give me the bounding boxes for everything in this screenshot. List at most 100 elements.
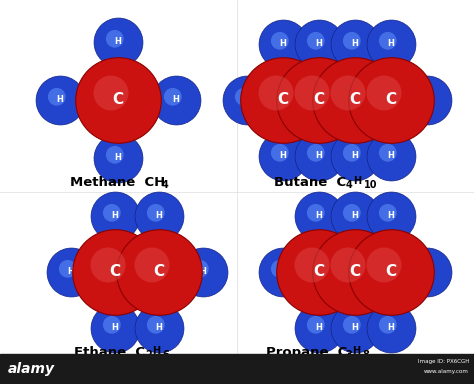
- Point: [315, 325, 323, 331]
- Text: H: H: [316, 323, 322, 333]
- Point: [199, 269, 207, 275]
- Point: [380, 262, 388, 268]
- Point: [114, 97, 122, 103]
- Point: [344, 90, 352, 96]
- Point: [348, 150, 356, 156]
- Text: 6: 6: [162, 350, 169, 360]
- Text: H: H: [388, 323, 394, 333]
- Point: [240, 94, 247, 100]
- Point: [148, 262, 156, 268]
- Point: [111, 152, 118, 158]
- Point: [420, 266, 428, 272]
- Point: [387, 153, 395, 159]
- Text: C: C: [112, 93, 124, 108]
- Text: H: H: [316, 40, 322, 48]
- Point: [384, 322, 392, 328]
- Text: C: C: [349, 93, 361, 108]
- Text: H: H: [388, 152, 394, 161]
- Point: [387, 213, 395, 219]
- Point: [276, 266, 283, 272]
- Text: H: H: [111, 323, 118, 333]
- Text: www.alamy.com: www.alamy.com: [424, 369, 469, 374]
- Point: [312, 322, 319, 328]
- Text: C: C: [385, 93, 397, 108]
- Point: [351, 325, 359, 331]
- Point: [387, 325, 395, 331]
- Point: [53, 94, 61, 100]
- Point: [315, 213, 323, 219]
- Point: [111, 213, 119, 219]
- Point: [387, 269, 395, 275]
- Text: H: H: [388, 212, 394, 220]
- Text: H: H: [280, 40, 286, 48]
- Point: [279, 97, 287, 103]
- Point: [276, 150, 283, 156]
- Text: H: H: [111, 212, 118, 220]
- Point: [420, 94, 428, 100]
- Point: [348, 210, 356, 216]
- Point: [351, 97, 359, 103]
- Text: 2: 2: [145, 350, 152, 360]
- Text: H: H: [352, 212, 358, 220]
- Point: [312, 150, 319, 156]
- Point: [423, 97, 431, 103]
- Point: [279, 41, 287, 47]
- Text: Image ID: PX6CGH: Image ID: PX6CGH: [418, 359, 469, 364]
- Point: [351, 41, 359, 47]
- Text: H: H: [316, 152, 322, 161]
- Point: [279, 153, 287, 159]
- Text: C: C: [385, 265, 397, 280]
- Point: [344, 262, 352, 268]
- Point: [315, 269, 323, 275]
- Point: [169, 94, 177, 100]
- Text: H: H: [353, 176, 361, 186]
- Text: H: H: [352, 323, 358, 333]
- Point: [114, 155, 122, 161]
- Text: 3: 3: [345, 350, 352, 360]
- Text: H: H: [115, 38, 121, 46]
- Point: [272, 90, 280, 96]
- Text: Butane  C: Butane C: [274, 176, 346, 189]
- Text: Ethane  C: Ethane C: [74, 346, 146, 359]
- Point: [172, 97, 180, 103]
- Point: [196, 266, 204, 272]
- Point: [312, 210, 319, 216]
- Point: [152, 210, 160, 216]
- Point: [384, 210, 392, 216]
- Text: H: H: [424, 268, 430, 276]
- Point: [111, 269, 119, 275]
- Text: 4: 4: [346, 180, 353, 190]
- Text: H: H: [173, 96, 180, 104]
- Point: [152, 322, 160, 328]
- Point: [384, 150, 392, 156]
- Text: 8: 8: [362, 350, 369, 360]
- Text: 4: 4: [162, 180, 169, 190]
- Text: 10: 10: [364, 180, 377, 190]
- Text: Propane  C: Propane C: [266, 346, 348, 359]
- Point: [384, 38, 392, 44]
- Point: [155, 213, 163, 219]
- Point: [108, 210, 116, 216]
- Text: C: C: [109, 265, 120, 280]
- Point: [64, 266, 72, 272]
- Point: [111, 325, 119, 331]
- Point: [387, 97, 395, 103]
- Text: C: C: [154, 265, 164, 280]
- Text: H: H: [352, 40, 358, 48]
- Text: H: H: [424, 96, 430, 104]
- Text: H: H: [280, 152, 286, 161]
- Text: H: H: [352, 346, 360, 356]
- Point: [276, 38, 283, 44]
- Text: C: C: [313, 93, 325, 108]
- Point: [107, 90, 115, 96]
- Point: [351, 269, 359, 275]
- Point: [423, 269, 431, 275]
- Point: [279, 269, 287, 275]
- Point: [312, 38, 319, 44]
- Point: [380, 90, 388, 96]
- Point: [243, 97, 251, 103]
- Point: [351, 153, 359, 159]
- Text: H: H: [316, 212, 322, 220]
- Point: [67, 269, 75, 275]
- Point: [308, 262, 316, 268]
